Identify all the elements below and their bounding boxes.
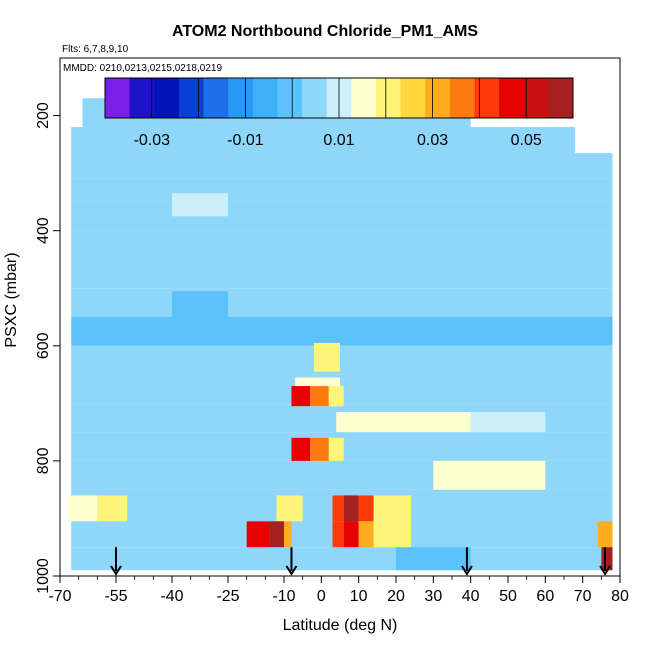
heatmap-cell bbox=[328, 437, 344, 461]
heatmap-cell bbox=[246, 521, 270, 548]
heatmap-band bbox=[71, 259, 613, 289]
heatmap-cells bbox=[67, 98, 613, 571]
colorbar-swatch bbox=[351, 78, 377, 118]
colorbar-tick-label: -0.01 bbox=[227, 132, 264, 149]
y-axis: 200 400 600 800 1000 bbox=[35, 102, 60, 594]
colorbar-swatch bbox=[302, 78, 328, 118]
heatmap-cell bbox=[470, 411, 546, 433]
x-tick-label: 70 bbox=[574, 588, 592, 605]
y-tick-label: 400 bbox=[35, 217, 52, 244]
colorbar-swatch bbox=[252, 78, 278, 118]
heatmap-cell bbox=[433, 460, 546, 490]
x-tick-label: 60 bbox=[536, 588, 554, 605]
colorbar-tick-label: -0.03 bbox=[134, 132, 171, 149]
heatmap-band bbox=[71, 317, 613, 346]
heatmap-cell bbox=[284, 521, 292, 548]
heatmap-band bbox=[71, 127, 576, 153]
x-tick-label: -25 bbox=[216, 588, 239, 605]
colorbar-swatch bbox=[178, 78, 204, 118]
x-tick-label: 30 bbox=[424, 588, 442, 605]
x-tick-label: 50 bbox=[499, 588, 517, 605]
y-axis-label: PSXC (mbar) bbox=[3, 252, 20, 347]
y-tick-label: 1000 bbox=[35, 558, 52, 594]
x-tick-label: -10 bbox=[272, 588, 295, 605]
heatmap-cell bbox=[276, 495, 303, 522]
heatmap-band bbox=[71, 288, 613, 317]
colorbar-tick-label: 0.05 bbox=[511, 132, 542, 149]
chart-title: ATOM2 Northbound Chloride_PM1_AMS bbox=[172, 23, 478, 40]
heatmap-cell bbox=[291, 386, 311, 407]
colorbar bbox=[104, 77, 574, 119]
heatmap-cell bbox=[310, 437, 329, 461]
x-tick-label: 80 bbox=[611, 588, 629, 605]
colorbar-ticks: -0.03 -0.01 0.01 0.03 0.05 bbox=[134, 132, 542, 149]
colorbar-swatch bbox=[474, 78, 500, 118]
colorbar-swatch bbox=[400, 78, 426, 118]
heatmap-cell bbox=[336, 411, 471, 433]
flights-label: Flts: 6,7,8,9,10 bbox=[62, 44, 129, 55]
heatmap-cell bbox=[597, 521, 613, 548]
colorbar-swatch bbox=[228, 78, 254, 118]
heatmap-cell bbox=[328, 386, 344, 407]
x-tick-label: 40 bbox=[462, 588, 480, 605]
flight-markers bbox=[110, 547, 611, 576]
heatmap-cell bbox=[291, 437, 311, 461]
flight-marker-arrowhead bbox=[461, 565, 473, 576]
colorbar-swatch bbox=[523, 78, 549, 118]
heatmap-cell bbox=[97, 495, 128, 522]
y-tick-label: 200 bbox=[35, 102, 52, 129]
flight-marker-arrowhead bbox=[599, 565, 611, 576]
x-axis-label: Latitude (deg N) bbox=[283, 617, 398, 634]
colorbar-frame bbox=[104, 77, 574, 119]
flight-marker-arrowhead bbox=[110, 565, 122, 576]
heatmap-cell bbox=[269, 521, 284, 548]
heatmap-band bbox=[71, 152, 613, 179]
colorbar-swatch bbox=[105, 78, 131, 118]
colorbar-swatch bbox=[375, 78, 401, 118]
colorbar-swatch bbox=[425, 78, 451, 118]
x-tick-label: -55 bbox=[104, 588, 127, 605]
heatmap-band bbox=[71, 178, 613, 202]
colorbar-swatch bbox=[277, 78, 303, 118]
x-tick-label: 20 bbox=[387, 588, 405, 605]
colorbar-swatch bbox=[154, 78, 180, 118]
dates-label: MMDD: 0210,0213,0215,0218,0219 bbox=[63, 63, 222, 74]
y-tick-label: 600 bbox=[35, 332, 52, 359]
colorbar-swatch bbox=[499, 78, 525, 118]
x-tick-label: -70 bbox=[48, 588, 71, 605]
heatmap-band bbox=[71, 201, 613, 231]
x-tick-label: 10 bbox=[350, 588, 368, 605]
x-axis: -70 -55 -40 -25 -10 0 10 20 30 40 50 60 70 80 bbox=[48, 575, 629, 605]
colorbar-swatch bbox=[203, 78, 229, 118]
heatmap-cell bbox=[601, 547, 613, 571]
heatmap-cell bbox=[332, 495, 344, 522]
heatmap-cell bbox=[67, 495, 98, 522]
colorbar-tick-label: 0.01 bbox=[323, 132, 354, 149]
heatmap-band bbox=[71, 345, 613, 375]
heatmap-cell bbox=[358, 495, 374, 522]
heatmap-cell bbox=[373, 495, 411, 522]
heatmap-cell bbox=[396, 547, 471, 571]
heatmap-cell bbox=[343, 521, 359, 548]
y-tick-label: 800 bbox=[35, 447, 52, 474]
colorbar-tick-label: 0.03 bbox=[417, 132, 448, 149]
heatmap-band bbox=[71, 547, 613, 571]
colorbar-swatch bbox=[548, 78, 574, 118]
heatmap-cell bbox=[332, 521, 344, 548]
heatmap-cell bbox=[373, 521, 411, 548]
flight-marker-arrowhead bbox=[285, 565, 298, 576]
heatmap-cell bbox=[343, 495, 359, 522]
heatmap-cell bbox=[313, 342, 340, 372]
heatmap-band bbox=[71, 230, 613, 260]
heatmap-cell bbox=[310, 386, 329, 407]
heatmap-cell bbox=[358, 521, 374, 548]
heatmap-cell bbox=[172, 291, 228, 323]
colorbar-swatch bbox=[449, 78, 475, 118]
colorbar-swatch bbox=[129, 78, 155, 118]
x-tick-label: -40 bbox=[160, 588, 183, 605]
heatmap-cell bbox=[172, 193, 228, 217]
x-tick-label: 0 bbox=[317, 588, 326, 605]
